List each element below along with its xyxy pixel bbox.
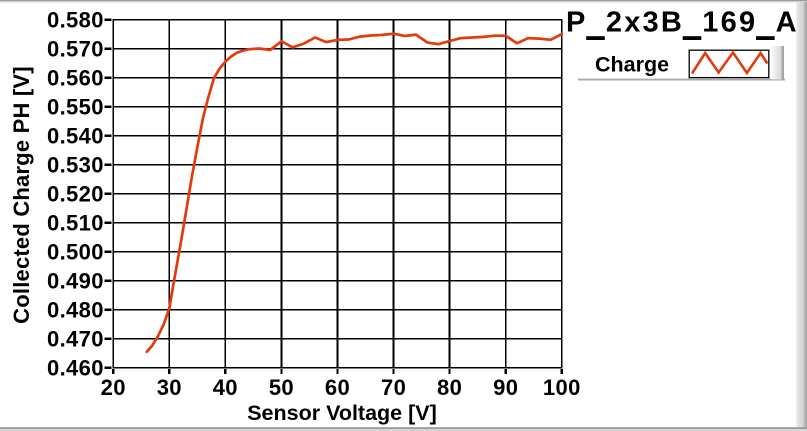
- svg-text:100: 100: [543, 375, 581, 400]
- svg-text:Collected Charge PH [V]: Collected Charge PH [V]: [9, 66, 34, 324]
- svg-text:20: 20: [101, 375, 126, 400]
- svg-text:0.460: 0.460: [47, 356, 104, 381]
- svg-text:80: 80: [437, 375, 462, 400]
- svg-text:0.560: 0.560: [47, 66, 104, 91]
- svg-text:70: 70: [381, 375, 406, 400]
- svg-text:0.580: 0.580: [47, 8, 104, 33]
- svg-text:0.550: 0.550: [47, 95, 104, 120]
- svg-text:0.470: 0.470: [47, 327, 104, 352]
- svg-text:40: 40: [213, 375, 238, 400]
- svg-text:0.540: 0.540: [47, 124, 104, 149]
- svg-text:0.530: 0.530: [47, 153, 104, 178]
- svg-text:0.500: 0.500: [47, 240, 104, 265]
- svg-text:0.490: 0.490: [47, 269, 104, 294]
- svg-text:Sensor Voltage [V]: Sensor Voltage [V]: [247, 401, 437, 425]
- svg-text:60: 60: [325, 375, 350, 400]
- svg-text:90: 90: [493, 375, 518, 400]
- svg-text:0.520: 0.520: [47, 182, 104, 207]
- svg-text:0.570: 0.570: [47, 37, 104, 62]
- svg-text:30: 30: [157, 375, 182, 400]
- svg-text:0.480: 0.480: [47, 298, 104, 323]
- svg-text:50: 50: [269, 375, 294, 400]
- svg-text:0.510: 0.510: [47, 211, 104, 236]
- svg-text:Charge: Charge: [595, 53, 669, 77]
